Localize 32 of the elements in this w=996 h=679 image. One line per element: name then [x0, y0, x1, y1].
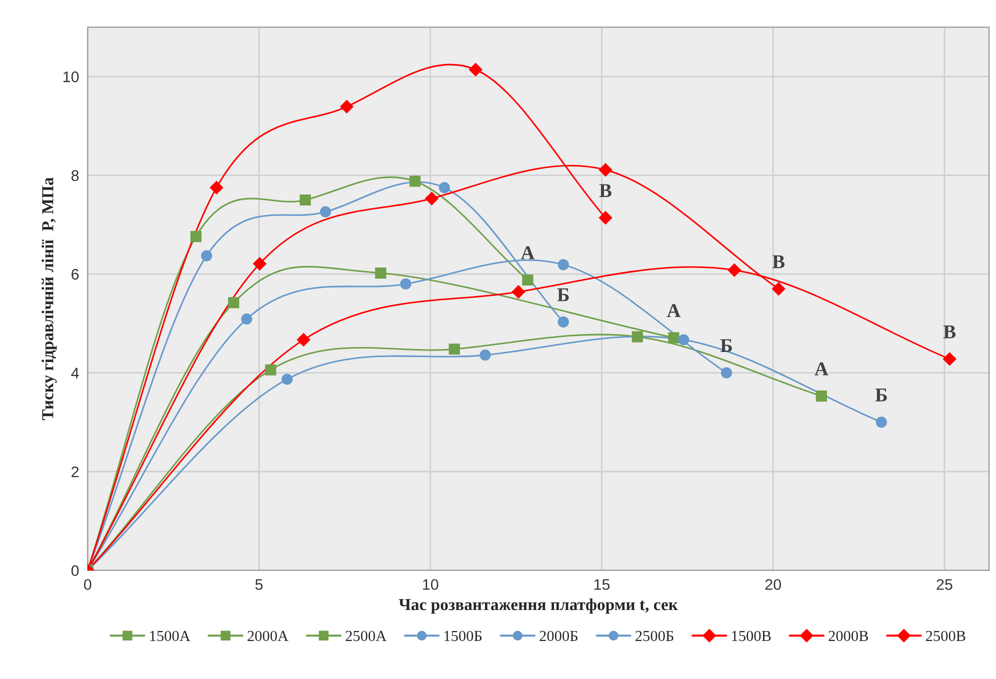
x-tick-label: 25 [936, 579, 952, 590]
annotation: Б [720, 339, 732, 352]
y-tick-label: 6 [72, 268, 79, 280]
x-tick-label: 10 [423, 579, 438, 590]
annotation: А [520, 246, 535, 260]
annotation: Б [875, 388, 887, 402]
legend-label: 1500А [150, 630, 190, 642]
x-tick-label: 0 [84, 579, 92, 590]
legend-label: 2500А [346, 630, 387, 642]
annotation: В [772, 255, 785, 268]
y-tick-label: 10 [63, 71, 79, 82]
x-tick-label: 20 [765, 579, 782, 590]
legend-label: 2500В [926, 630, 966, 642]
y-tick-label: 0 [71, 565, 79, 576]
legend-label: 1500В [732, 630, 771, 642]
legend-label: 2000А [248, 630, 288, 642]
x-tick-label: 15 [594, 579, 610, 590]
y-tick-label: 8 [71, 170, 79, 181]
annotation: В [599, 184, 612, 198]
y-axis-title: Тиску гідравлічній лінії P, МПа [42, 177, 57, 420]
x-axis-title: Час розвантаження платформи t, сек [398, 598, 678, 614]
annotation: А [666, 304, 681, 317]
annotation: В [943, 325, 956, 338]
legend-label: 2000В [828, 630, 868, 642]
legend-label: 2000Б [540, 630, 578, 642]
y-tick-label: 2 [72, 466, 79, 478]
annotation: А [814, 362, 828, 376]
annotation: Б [557, 288, 569, 302]
y-tick-label: 4 [71, 368, 79, 378]
legend-label: 1500Б [444, 630, 482, 642]
x-tick-label: 5 [255, 579, 263, 590]
legend-label: 2500Б [636, 630, 674, 642]
